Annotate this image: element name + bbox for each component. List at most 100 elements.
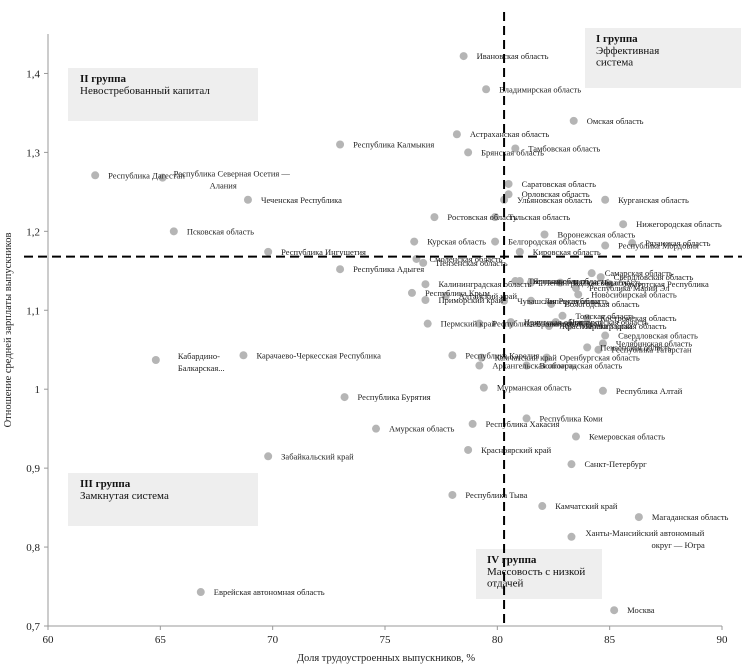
data-point	[158, 173, 167, 182]
point-label: Мурманская область	[497, 383, 572, 393]
data-point	[551, 318, 560, 327]
data-point	[448, 490, 457, 499]
data-point	[423, 319, 432, 328]
data-point	[558, 311, 567, 320]
point-label: Курганская область	[618, 195, 689, 205]
x-tick-label: 70	[267, 634, 279, 646]
reference-lines	[24, 12, 742, 626]
point-label: Республика Тыва	[465, 490, 527, 500]
point-label: Калининградская область	[438, 279, 531, 289]
point-label: Ростовская область	[447, 212, 517, 222]
group-boxes	[68, 28, 741, 599]
x-tick-label: 80	[492, 634, 504, 646]
point-label: Чувашская Республика	[517, 296, 601, 306]
data-point	[567, 532, 576, 541]
data-point	[515, 247, 524, 256]
y-tick-label: 1,2	[26, 226, 40, 238]
group-name-top-right: Эффективная	[596, 45, 659, 57]
point-label: Балкарская...	[178, 363, 225, 373]
data-point	[464, 445, 473, 454]
point-label: Воронежская область	[558, 229, 636, 239]
data-point	[448, 351, 457, 360]
data-point	[571, 284, 580, 293]
point-label: Ивановская область	[477, 51, 549, 61]
point-label: Республика Северная Осетия —	[174, 169, 291, 179]
data-point	[547, 299, 556, 308]
point-label: Республика Дагестан	[108, 170, 185, 180]
group-box-top-right	[585, 28, 741, 88]
point-label: Тамбовская область	[528, 143, 600, 153]
data-point	[243, 195, 252, 204]
point-label: Новосибирская область	[591, 289, 677, 299]
group-box-bottom-left	[68, 473, 258, 526]
point-label: округ — Югра	[651, 540, 704, 550]
data-point	[475, 319, 484, 328]
point-label: Ярославская область	[533, 276, 609, 286]
scatter-points	[91, 52, 643, 615]
point-label: Камчатский край	[495, 353, 558, 363]
group-number-top-left: II группа	[80, 73, 126, 85]
x-tick-label: 90	[717, 634, 729, 646]
data-point	[419, 258, 428, 267]
data-point	[169, 227, 178, 236]
data-point	[477, 353, 486, 362]
y-axis-label: Отношение средней зарплаты выпускников	[3, 233, 14, 428]
data-point	[596, 273, 605, 282]
data-point	[491, 213, 500, 222]
data-point	[587, 269, 596, 278]
data-point	[151, 355, 160, 364]
group-box-top-left	[68, 68, 258, 121]
data-point	[511, 144, 520, 153]
data-point	[91, 171, 100, 180]
data-point	[372, 424, 381, 433]
point-label: Ленинградская область	[582, 321, 666, 331]
data-point	[504, 190, 513, 199]
point-label: Красноярский край	[562, 321, 633, 331]
point-labels: Ивановская область Владимирская область Ом…	[108, 51, 728, 615]
point-label: Свердловская область	[614, 272, 694, 282]
data-point	[569, 116, 578, 125]
group-name-bottom-left: Замкнутая система	[80, 490, 169, 502]
group-name-top-left: Невостребованный капитал	[80, 85, 210, 97]
data-point	[459, 52, 468, 61]
point-label: Карачаево-Черкесская Республика	[256, 350, 381, 360]
data-point	[482, 85, 491, 94]
data-point	[464, 148, 473, 157]
point-label: Республика Адыгея	[353, 264, 424, 274]
data-point	[565, 322, 574, 331]
x-tick-label: 60	[43, 634, 55, 646]
point-label: Брянская область	[481, 147, 544, 157]
point-label: Ульяновская область	[517, 195, 592, 205]
point-label: Пензенская область	[600, 342, 672, 352]
data-point	[594, 345, 603, 354]
point-label: Смоленская область	[429, 254, 502, 264]
data-point	[567, 460, 576, 469]
data-point	[196, 588, 205, 597]
x-axis-label: Доля трудоустроенных выпускников, %	[297, 653, 476, 664]
data-point	[452, 130, 461, 139]
y-tick-label: 1,1	[26, 305, 40, 317]
point-label: Алания	[210, 181, 237, 191]
point-label: Псковская область	[187, 226, 254, 236]
point-label: Новгородская область	[569, 317, 649, 327]
data-point	[475, 361, 484, 370]
point-label: Чеченская Республика	[261, 195, 342, 205]
data-point	[522, 414, 531, 423]
data-point	[264, 247, 273, 256]
data-point	[430, 213, 439, 222]
data-point	[340, 393, 349, 402]
data-point	[421, 280, 430, 289]
point-label: Республика Хакасия	[486, 419, 560, 429]
y-tick-label: 1,4	[26, 68, 40, 80]
point-label: Пензенская область	[436, 258, 508, 268]
data-point	[515, 277, 524, 286]
y-tick-label: 0,9	[26, 463, 40, 475]
data-point	[538, 502, 547, 511]
data-point	[491, 237, 500, 246]
point-label: Томская область	[575, 311, 634, 321]
point-label: Республика Ингушетия	[281, 247, 366, 257]
data-point	[598, 386, 607, 395]
group-number-bottom-left: III группа	[80, 478, 131, 490]
point-label: Магаданская область	[652, 512, 729, 522]
